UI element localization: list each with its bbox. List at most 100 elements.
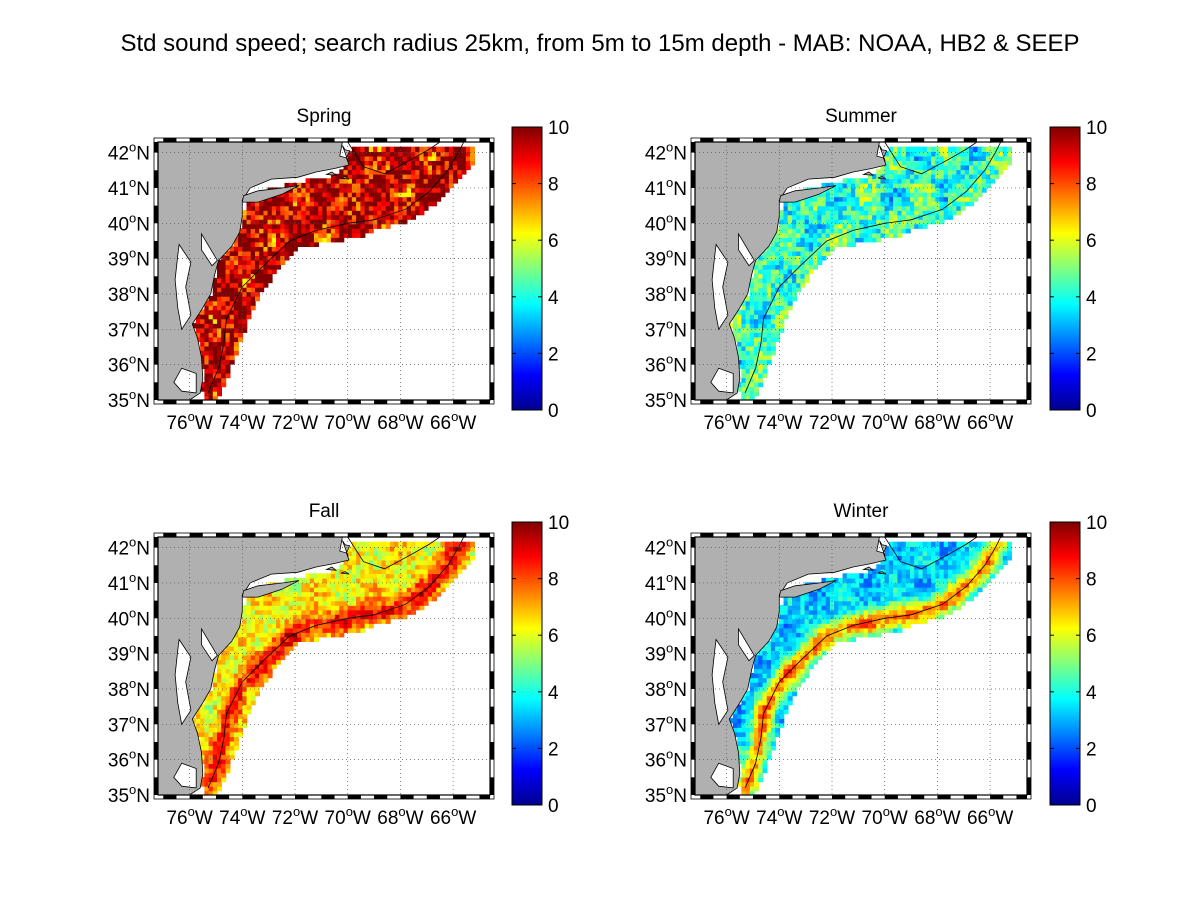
panel-title-winter: Winter: [834, 501, 890, 522]
lon-tick-label: 72oW: [809, 804, 855, 829]
colorbar-tick-label: 6: [1086, 231, 1097, 252]
map-frame: [153, 137, 495, 405]
bay-0: [201, 232, 218, 267]
panel-title-fall: Fall: [309, 501, 340, 522]
lon-tick-label: 74oW: [756, 804, 802, 829]
lat-tick-label: 39oN: [108, 246, 150, 271]
map-panel-summer: Summer 42oN 41oN 40oN 39oN 38oN 37oN 36oN 35oN 76…: [645, 106, 1107, 434]
lon-tick-label: 66oW: [967, 804, 1013, 829]
graticule: [695, 142, 1027, 400]
island-2: [325, 171, 338, 176]
sound-speed-field: [728, 541, 1012, 795]
georges-bank-isobath: [347, 537, 441, 570]
map-frame: [153, 532, 495, 800]
bay-0: [201, 627, 218, 662]
colorbar-winter: 0 2 4 6 8 10: [1049, 513, 1107, 817]
lat-tick-label: 41oN: [645, 570, 687, 595]
lat-tick-label: 41oN: [108, 570, 150, 595]
colorbar-tick-label: 2: [1086, 739, 1097, 760]
bay-1: [711, 243, 729, 331]
island-2: [325, 566, 338, 571]
bay-1: [711, 638, 729, 726]
lat-tick-label: 37oN: [645, 316, 687, 341]
lat-tick-label: 41oN: [645, 175, 687, 200]
lon-tick-label: 70oW: [325, 804, 371, 829]
island-1: [879, 540, 888, 557]
colorbar-tick-label: 10: [548, 513, 569, 534]
lat-tick-label: 35oN: [645, 782, 687, 807]
lon-tick-label: 72oW: [272, 409, 318, 434]
colorbar-summer: 0 2 4 6 8 10: [1049, 118, 1107, 422]
shelf-break-isobath: [207, 537, 465, 789]
sound-speed-field: [728, 146, 1012, 400]
bay-2: [710, 367, 734, 394]
island-0: [241, 580, 300, 598]
shelf-break-isobath: [744, 142, 1002, 394]
colorbar-tick-label: 0: [1086, 796, 1097, 817]
colorbar-tick-label: 2: [1086, 344, 1097, 365]
lat-tick-label: 36oN: [645, 352, 687, 377]
colorbar-tick-label: 0: [1086, 401, 1097, 422]
lon-tick-label: 68oW: [377, 804, 423, 829]
colorbar-tick-label: 8: [548, 175, 559, 196]
georges-bank-isobath: [884, 537, 978, 570]
bay-0: [738, 627, 755, 662]
georges-bank-isobath: [347, 142, 441, 175]
sound-speed-field: [191, 541, 475, 795]
lon-tick-label: 68oW: [377, 409, 423, 434]
lat-tick-label: 37oN: [108, 316, 150, 341]
colorbar-tick-label: 4: [548, 288, 559, 309]
lat-tick-label: 40oN: [645, 210, 687, 235]
lat-tick-label: 40oN: [645, 605, 687, 630]
figure-title: Std sound speed; search radius 25km, fro…: [120, 30, 1080, 57]
graticule: [158, 142, 490, 400]
bay-1: [174, 638, 192, 726]
lon-tick-label: 66oW: [967, 409, 1013, 434]
colorbar-tick-label: 2: [548, 739, 559, 760]
island-1: [879, 145, 888, 162]
colorbar-tick-label: 0: [548, 401, 559, 422]
lon-tick-label: 76oW: [703, 804, 749, 829]
lat-tick-label: 36oN: [108, 747, 150, 772]
lon-tick-label: 72oW: [809, 409, 855, 434]
lon-tick-label: 76oW: [166, 409, 212, 434]
colorbar-fall: 0 2 4 6 8 10: [511, 513, 569, 817]
land-mass: [695, 142, 887, 400]
colorbar-tick-label: 6: [1086, 626, 1097, 647]
map-frame: [690, 532, 1032, 800]
lon-tick-label: 76oW: [166, 804, 212, 829]
island-0: [778, 580, 837, 598]
colorbar-tick-label: 10: [1086, 118, 1107, 139]
lat-tick-label: 38oN: [108, 676, 150, 701]
map-panel-fall: Fall 42oN 41oN 40oN 39oN 38oN 37oN 36oN 35oN 76oW…: [108, 501, 569, 829]
lon-tick-label: 70oW: [862, 804, 908, 829]
shelf-break-isobath: [744, 537, 1002, 789]
colorbar-tick-label: 6: [548, 231, 559, 252]
island-2: [862, 171, 875, 176]
colorbar-spring: 0 2 4 6 8 10: [511, 118, 569, 422]
colorbar-tick-label: 10: [548, 118, 569, 139]
lat-tick-label: 37oN: [645, 711, 687, 736]
colorbar-tick-label: 8: [1086, 175, 1097, 196]
lon-tick-label: 76oW: [703, 409, 749, 434]
lon-tick-label: 74oW: [756, 409, 802, 434]
island-3: [877, 176, 887, 180]
bay-2: [173, 762, 197, 789]
lon-tick-label: 70oW: [862, 409, 908, 434]
land-mass: [158, 537, 350, 795]
map-frame: [690, 137, 1032, 405]
panel-title-spring: Spring: [297, 106, 352, 127]
lon-tick-label: 66oW: [430, 409, 476, 434]
colorbar-tick-label: 10: [1086, 513, 1107, 534]
land-mass: [695, 537, 887, 795]
lon-tick-label: 72oW: [272, 804, 318, 829]
colorbar-tick-label: 4: [1086, 288, 1097, 309]
bay-2: [710, 762, 734, 789]
lon-tick-label: 74oW: [219, 409, 265, 434]
island-0: [778, 185, 837, 203]
map-panel-winter: Winter 42oN 41oN 40oN 39oN 38oN 37oN 36oN 35oN 76…: [645, 501, 1107, 829]
lat-tick-label: 38oN: [108, 281, 150, 306]
lon-tick-label: 66oW: [430, 804, 476, 829]
georges-bank-isobath: [884, 142, 978, 175]
